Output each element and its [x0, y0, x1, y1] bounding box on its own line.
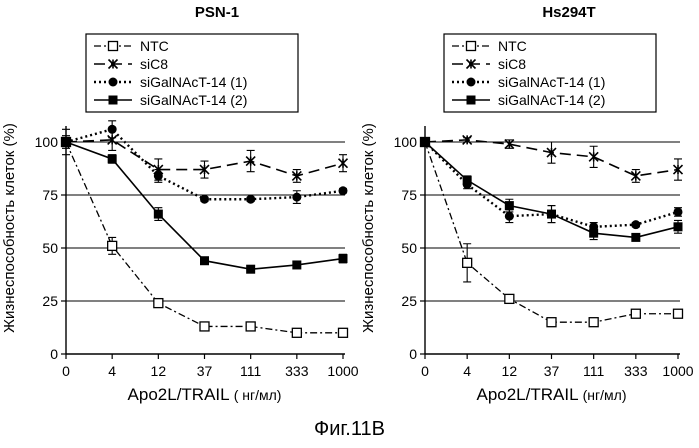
legend-marker	[109, 96, 118, 105]
y-axis-label: Жизнеспособность клеток (%)	[1, 123, 18, 333]
series-1	[421, 138, 683, 327]
data-point	[292, 171, 301, 180]
data-point	[246, 195, 255, 204]
legend: NTC siC8 siGalNAcT-14 (1) siGalNAcT-14 (2)	[444, 34, 656, 112]
y-tick-label: 75	[42, 187, 58, 203]
y-tick-label: 0	[50, 346, 58, 362]
x-tick-label: 1000	[327, 363, 358, 379]
data-point	[631, 309, 640, 318]
legend-marker	[467, 42, 476, 51]
legend-marker	[109, 78, 118, 87]
x-tick-label: 4	[108, 363, 116, 379]
data-point	[339, 328, 348, 337]
data-point	[421, 138, 430, 147]
data-point	[246, 322, 255, 331]
data-point	[292, 193, 301, 202]
x-tick-label: 12	[502, 363, 518, 379]
x-tick-label: 111	[240, 363, 261, 379]
data-point	[674, 207, 683, 216]
x-tick-label: 0	[421, 363, 429, 379]
data-point	[674, 309, 683, 318]
data-point	[463, 176, 472, 185]
x-tick-label: 111	[583, 363, 604, 379]
data-point	[589, 152, 598, 161]
data-point	[339, 254, 348, 263]
legend-label: siC8	[140, 56, 168, 72]
chart-panel-2: Hs294T02550751000412371113331000Apo2L/TR…	[360, 4, 694, 404]
data-point	[62, 138, 71, 147]
legend-marker	[109, 42, 118, 51]
y-tick-label: 50	[42, 240, 58, 256]
data-point	[631, 220, 640, 229]
legend-label: NTC	[140, 38, 169, 54]
legend-marker	[467, 96, 476, 105]
legend-marker	[467, 78, 476, 87]
x-axis-label-unit: ( нг/мл)	[234, 387, 282, 403]
data-point	[108, 241, 117, 250]
x-axis-label: Apo2L/TRAIL ( нг/мл)	[128, 385, 282, 404]
data-point	[547, 210, 556, 219]
x-tick-label: 333	[624, 363, 648, 379]
x-axis-label-main: Apo2L/TRAIL	[476, 385, 582, 404]
y-axis-label: Жизнеспособность клеток (%)	[360, 123, 377, 333]
data-point	[154, 210, 163, 219]
data-point	[674, 222, 683, 231]
data-point	[200, 195, 209, 204]
data-point	[547, 318, 556, 327]
x-tick-label: 37	[197, 363, 213, 379]
legend: NTC siC8 siGalNAcT-14 (1) siGalNAcT-14 (2)	[86, 34, 298, 112]
figure-caption: Фиг.11B	[0, 418, 699, 441]
legend-label: siGalNAcT-14 (2)	[498, 92, 605, 108]
y-tick-label: 100	[394, 134, 418, 150]
data-point	[589, 229, 598, 238]
y-tick-label: 100	[35, 134, 59, 150]
x-tick-label: 4	[463, 363, 471, 379]
data-point	[108, 125, 117, 134]
data-point	[154, 299, 163, 308]
x-axis-label-main: Apo2L/TRAIL	[128, 385, 234, 404]
series-4	[62, 138, 348, 274]
data-point	[505, 201, 514, 210]
legend-label: siGalNAcT-14 (1)	[140, 74, 247, 90]
x-axis-label: Apo2L/TRAIL (нг/мл)	[476, 385, 626, 404]
legend-label: siGalNAcT-14 (1)	[498, 74, 605, 90]
series-line	[425, 142, 678, 322]
data-point	[108, 154, 117, 163]
chart-title: PSN-1	[195, 4, 239, 21]
y-tick-label: 0	[409, 346, 417, 362]
y-tick-label: 75	[401, 187, 417, 203]
data-point	[154, 171, 163, 180]
data-point	[200, 256, 209, 265]
y-tick-label: 50	[401, 240, 417, 256]
data-point	[505, 294, 514, 303]
data-point	[463, 258, 472, 267]
data-point	[292, 260, 301, 269]
legend-label: NTC	[498, 38, 527, 54]
x-tick-label: 1000	[662, 363, 693, 379]
data-point	[339, 186, 348, 195]
data-point	[631, 171, 640, 180]
x-tick-label: 37	[544, 363, 560, 379]
data-point	[631, 233, 640, 242]
chart-title: Hs294T	[542, 4, 595, 21]
x-tick-label: 0	[62, 363, 70, 379]
data-point	[339, 159, 348, 168]
y-tick-label: 25	[42, 293, 58, 309]
x-axis-label-unit: (нг/мл)	[583, 387, 627, 403]
chart-panel-1: PSN-102550751000412371113331000Apo2L/TRA…	[1, 4, 359, 404]
data-point	[246, 265, 255, 274]
x-tick-label: 333	[285, 363, 309, 379]
legend-label: siGalNAcT-14 (2)	[140, 92, 247, 108]
data-point	[505, 212, 514, 221]
data-point	[292, 328, 301, 337]
legend-label: siC8	[498, 56, 526, 72]
data-point	[589, 318, 598, 327]
x-tick-label: 12	[151, 363, 167, 379]
data-point	[200, 322, 209, 331]
y-tick-label: 25	[401, 293, 417, 309]
